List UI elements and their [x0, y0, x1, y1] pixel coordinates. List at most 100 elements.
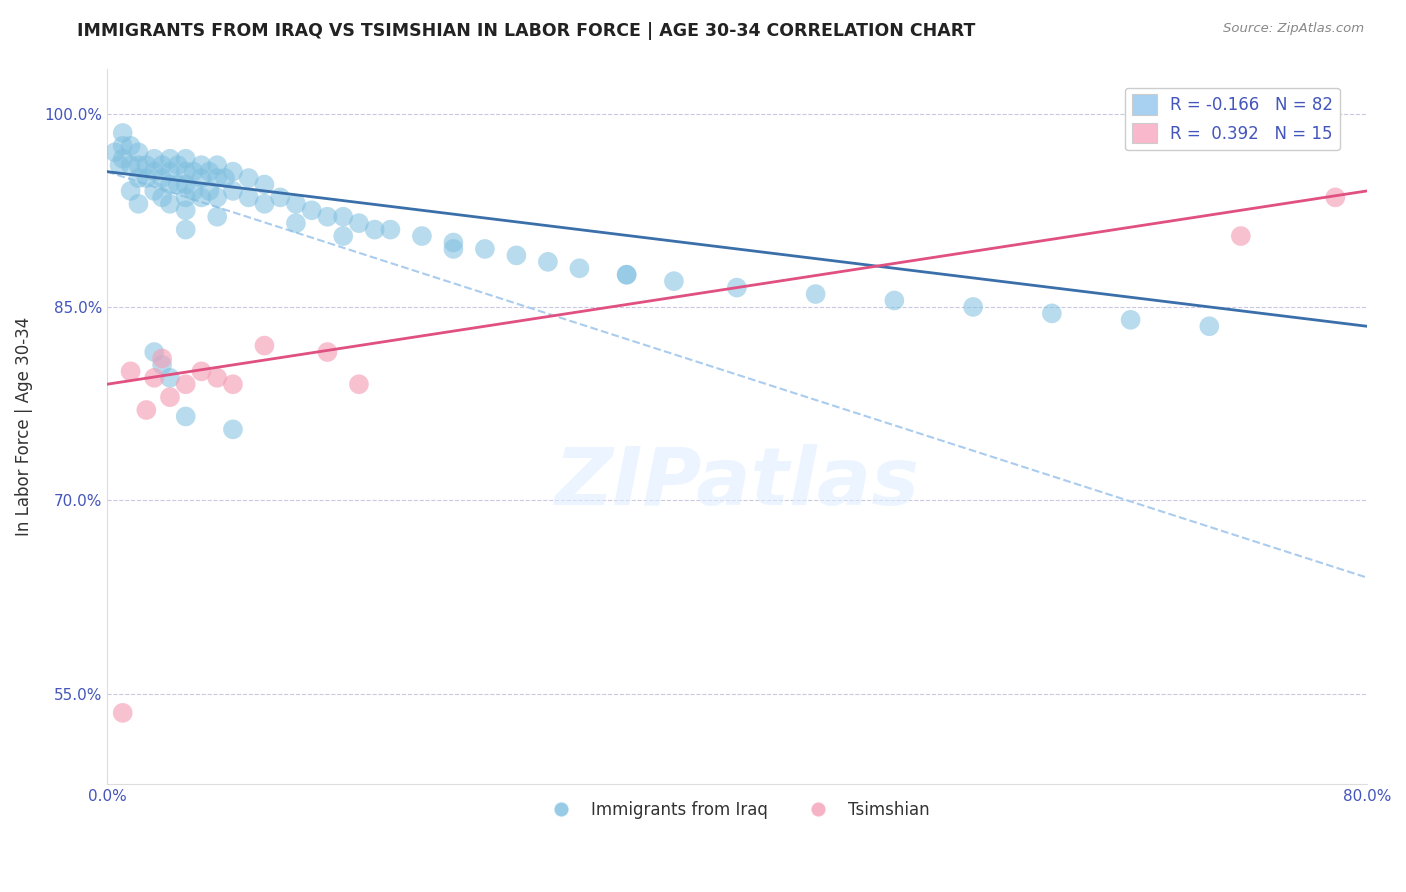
Point: [332, 210, 354, 224]
Point: [143, 371, 166, 385]
Point: [253, 178, 276, 192]
Point: [883, 293, 905, 308]
Point: [284, 216, 307, 230]
Point: [111, 126, 134, 140]
Point: [1324, 190, 1347, 204]
Point: [150, 358, 173, 372]
Point: [111, 152, 134, 166]
Point: [253, 338, 276, 352]
Point: [183, 184, 205, 198]
Point: [150, 190, 173, 204]
Point: [174, 164, 197, 178]
Point: [174, 178, 197, 192]
Legend: Immigrants from Iraq, Tsimshian: Immigrants from Iraq, Tsimshian: [537, 794, 936, 825]
Point: [127, 171, 149, 186]
Point: [174, 203, 197, 218]
Y-axis label: In Labor Force | Age 30-34: In Labor Force | Age 30-34: [15, 317, 32, 536]
Point: [616, 268, 638, 282]
Point: [205, 171, 228, 186]
Point: [111, 138, 134, 153]
Point: [198, 164, 221, 178]
Point: [725, 280, 748, 294]
Point: [505, 248, 527, 262]
Point: [616, 268, 638, 282]
Point: [143, 345, 166, 359]
Point: [363, 222, 385, 236]
Point: [143, 164, 166, 178]
Point: [411, 229, 433, 244]
Point: [111, 706, 134, 720]
Point: [190, 364, 212, 378]
Point: [174, 190, 197, 204]
Text: ZIPatlas: ZIPatlas: [554, 444, 920, 523]
Point: [183, 164, 205, 178]
Point: [316, 345, 339, 359]
Point: [198, 184, 221, 198]
Point: [104, 145, 127, 160]
Point: [166, 178, 188, 192]
Point: [284, 197, 307, 211]
Point: [150, 351, 173, 366]
Point: [205, 190, 228, 204]
Point: [441, 242, 464, 256]
Point: [150, 158, 173, 172]
Point: [537, 255, 560, 269]
Point: [120, 184, 142, 198]
Point: [474, 242, 496, 256]
Point: [205, 371, 228, 385]
Point: [205, 210, 228, 224]
Point: [316, 210, 339, 224]
Point: [174, 377, 197, 392]
Point: [205, 158, 228, 172]
Point: [253, 197, 276, 211]
Point: [568, 261, 591, 276]
Point: [222, 164, 245, 178]
Point: [108, 158, 131, 172]
Point: [120, 364, 142, 378]
Point: [1198, 319, 1220, 334]
Point: [238, 190, 260, 204]
Point: [214, 171, 236, 186]
Point: [120, 138, 142, 153]
Point: [127, 158, 149, 172]
Point: [143, 152, 166, 166]
Point: [135, 403, 157, 417]
Point: [347, 377, 370, 392]
Point: [222, 422, 245, 436]
Point: [190, 158, 212, 172]
Point: [174, 152, 197, 166]
Point: [380, 222, 402, 236]
Point: [159, 178, 181, 192]
Point: [347, 216, 370, 230]
Point: [222, 184, 245, 198]
Point: [962, 300, 984, 314]
Point: [159, 390, 181, 404]
Point: [174, 409, 197, 424]
Point: [159, 197, 181, 211]
Point: [166, 158, 188, 172]
Point: [143, 184, 166, 198]
Point: [135, 171, 157, 186]
Point: [441, 235, 464, 250]
Point: [662, 274, 685, 288]
Point: [238, 171, 260, 186]
Point: [1230, 229, 1253, 244]
Text: Source: ZipAtlas.com: Source: ZipAtlas.com: [1223, 22, 1364, 36]
Point: [332, 229, 354, 244]
Point: [159, 371, 181, 385]
Point: [120, 158, 142, 172]
Point: [301, 203, 323, 218]
Point: [174, 222, 197, 236]
Point: [159, 164, 181, 178]
Point: [150, 171, 173, 186]
Text: IMMIGRANTS FROM IRAQ VS TSIMSHIAN IN LABOR FORCE | AGE 30-34 CORRELATION CHART: IMMIGRANTS FROM IRAQ VS TSIMSHIAN IN LAB…: [77, 22, 976, 40]
Point: [127, 197, 149, 211]
Point: [159, 152, 181, 166]
Point: [1119, 313, 1142, 327]
Point: [269, 190, 291, 204]
Point: [804, 287, 827, 301]
Point: [190, 190, 212, 204]
Point: [127, 145, 149, 160]
Point: [222, 377, 245, 392]
Point: [135, 158, 157, 172]
